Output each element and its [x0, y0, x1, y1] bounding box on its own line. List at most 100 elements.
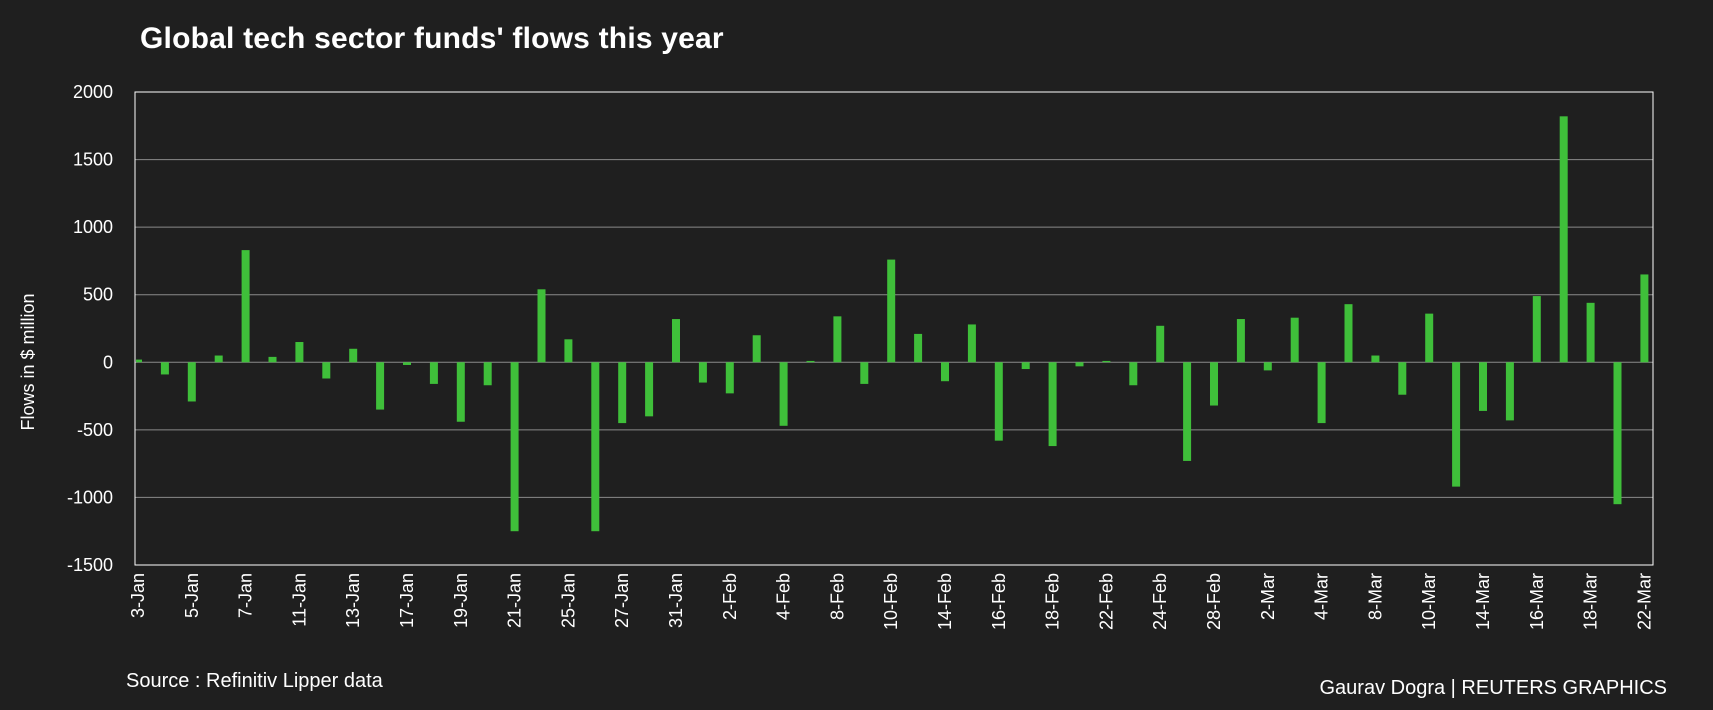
x-tick-label: 24-Feb — [1150, 573, 1170, 630]
bar — [1586, 302, 1595, 363]
x-tick-label: 28-Feb — [1204, 573, 1224, 630]
y-tick-label: 0 — [103, 352, 113, 372]
bar — [376, 362, 385, 410]
bar — [698, 362, 707, 383]
bar — [322, 362, 331, 379]
y-tick-labels: 2000 1500 1000 500 0 -500 -1000 -1500 — [67, 82, 113, 575]
bar — [136, 359, 142, 363]
bar — [1344, 304, 1353, 363]
x-tick-label: 22-Mar — [1634, 573, 1654, 630]
bar — [887, 259, 896, 363]
x-tick-label: 4-Feb — [774, 573, 794, 620]
plot-frame — [134, 91, 1654, 566]
bars — [136, 116, 1649, 532]
bar — [645, 362, 654, 417]
x-tick-label: 10-Feb — [881, 573, 901, 630]
plot-frame-rect — [134, 91, 1654, 566]
bar — [725, 362, 734, 394]
bar — [1371, 355, 1380, 363]
x-tick-label: 17-Jan — [397, 573, 417, 628]
bar — [1532, 296, 1541, 363]
bar — [1021, 362, 1030, 370]
bar — [214, 355, 223, 363]
y-tick-label: -500 — [77, 420, 113, 440]
bar — [1290, 317, 1299, 363]
y-tick-label: -1000 — [67, 487, 113, 507]
y-axis-title: Flows in $ million — [18, 293, 38, 430]
bar — [349, 348, 358, 363]
x-tick-label: 2-Feb — [720, 573, 740, 620]
bar — [1505, 362, 1514, 421]
chart-title: Global tech sector funds' flows this yea… — [140, 22, 724, 55]
x-tick-label: 4-Mar — [1312, 573, 1332, 620]
y-tick-label: 500 — [83, 285, 113, 305]
x-tick-label: 14-Mar — [1473, 573, 1493, 630]
bar — [994, 362, 1003, 441]
bar — [429, 362, 438, 384]
bar — [967, 324, 976, 363]
bar — [1210, 362, 1218, 406]
bar — [672, 319, 680, 363]
bar — [537, 289, 546, 363]
y-tick-label: 1500 — [73, 150, 113, 170]
x-tick-label: 3-Jan — [128, 573, 148, 618]
bar — [1559, 116, 1568, 363]
bar — [1398, 362, 1407, 395]
x-tick-label: 13-Jan — [343, 573, 363, 628]
bar — [1613, 362, 1622, 505]
bar — [833, 316, 842, 363]
x-tick-label: 7-Jan — [236, 573, 256, 618]
bar — [591, 362, 600, 532]
bar — [1183, 362, 1192, 461]
x-tick-label: 25-Jan — [558, 573, 578, 628]
bar — [187, 362, 196, 402]
bar — [241, 250, 250, 363]
y-tick-label: -1500 — [67, 555, 113, 575]
bar — [403, 362, 411, 365]
y-tick-label: 2000 — [73, 82, 113, 102]
x-tick-label: 16-Feb — [989, 573, 1009, 630]
bar — [1048, 362, 1057, 447]
bar — [564, 339, 573, 363]
bar — [1263, 362, 1272, 371]
bar — [806, 360, 815, 363]
x-tick-label: 19-Jan — [451, 573, 471, 628]
bar — [1129, 362, 1138, 386]
bar — [1425, 313, 1434, 363]
y-tick-label: 1000 — [73, 217, 113, 237]
x-tick-label: 31-Jan — [666, 573, 686, 628]
x-tick-label: 14-Feb — [935, 573, 955, 630]
bar — [1640, 274, 1649, 363]
x-tick-label: 18-Feb — [1043, 573, 1063, 630]
x-tick-label: 11-Jan — [289, 573, 309, 627]
bar — [268, 356, 277, 363]
x-tick-label: 5-Jan — [182, 573, 202, 618]
bar — [1156, 325, 1165, 363]
bar — [860, 362, 869, 384]
credit-line: Gaurav Dogra | REUTERS GRAPHICS — [1319, 677, 1667, 699]
bar — [914, 333, 923, 363]
x-tick-label: 2-Mar — [1258, 573, 1278, 620]
bar — [1317, 362, 1326, 424]
bar — [752, 335, 761, 363]
source-note: Source : Refinitiv Lipper data — [126, 670, 383, 692]
bar — [1452, 362, 1461, 487]
bar — [1236, 319, 1245, 363]
x-tick-label: 21-Jan — [505, 573, 525, 628]
bar — [1102, 360, 1111, 363]
x-tick-label: 10-Mar — [1419, 573, 1439, 630]
bar — [510, 362, 519, 532]
bar — [779, 362, 788, 426]
x-tick-label: 22-Feb — [1096, 573, 1116, 630]
bar — [456, 362, 465, 422]
bar — [1479, 362, 1487, 411]
bar — [483, 362, 492, 386]
x-tick-labels: 3-Jan 5-Jan 7-Jan 11-Jan 13-Jan 17-Jan 19-Jan 2… — [128, 573, 1654, 630]
x-tick-label: 8-Mar — [1365, 573, 1385, 620]
x-tick-label: 8-Feb — [827, 573, 847, 620]
bar — [618, 362, 627, 424]
bar — [295, 342, 304, 363]
x-tick-label: 16-Mar — [1527, 573, 1547, 630]
bar — [1075, 362, 1084, 367]
